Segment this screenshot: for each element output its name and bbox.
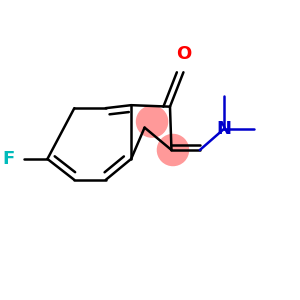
Circle shape: [158, 134, 188, 166]
Text: F: F: [2, 150, 15, 168]
Circle shape: [136, 106, 168, 137]
Text: O: O: [176, 45, 191, 63]
Text: N: N: [216, 120, 231, 138]
